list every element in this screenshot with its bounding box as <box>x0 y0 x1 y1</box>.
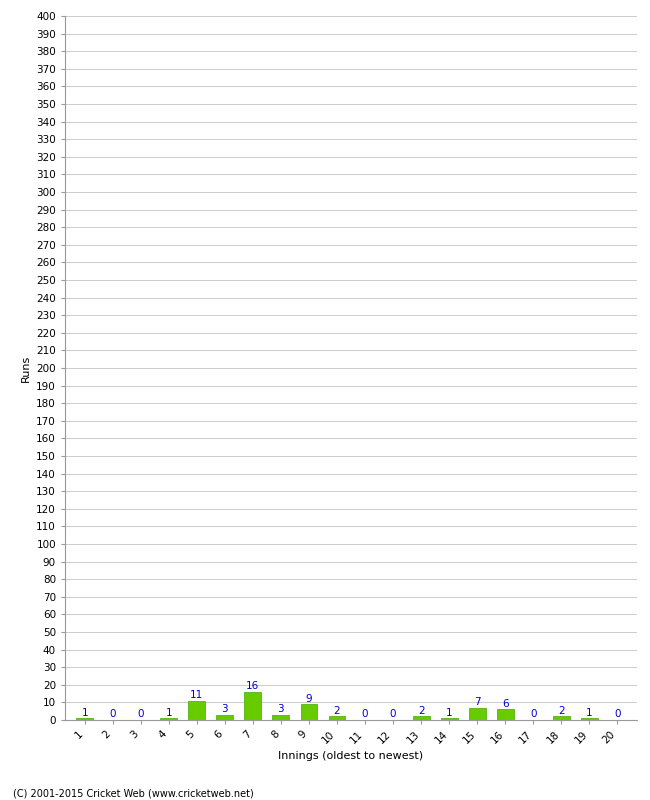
Text: 9: 9 <box>306 694 312 704</box>
Bar <box>469 708 486 720</box>
Text: 11: 11 <box>190 690 203 700</box>
Bar <box>244 692 261 720</box>
Text: 2: 2 <box>558 706 565 716</box>
Bar <box>216 714 233 720</box>
Text: 1: 1 <box>586 708 593 718</box>
Text: 1: 1 <box>446 708 452 718</box>
Bar <box>300 704 317 720</box>
Bar <box>76 718 93 720</box>
Text: 1: 1 <box>166 708 172 718</box>
Bar <box>553 717 569 720</box>
Bar <box>497 710 514 720</box>
Text: 3: 3 <box>222 704 228 714</box>
Bar <box>441 718 458 720</box>
Text: 2: 2 <box>418 706 424 716</box>
Text: 0: 0 <box>137 710 144 719</box>
Bar <box>328 717 345 720</box>
Text: 7: 7 <box>474 697 480 707</box>
Y-axis label: Runs: Runs <box>21 354 31 382</box>
Text: 0: 0 <box>362 710 369 719</box>
Text: 16: 16 <box>246 682 259 691</box>
Text: 0: 0 <box>109 710 116 719</box>
Text: 0: 0 <box>614 710 621 719</box>
Bar <box>413 717 430 720</box>
Bar <box>188 701 205 720</box>
Text: 6: 6 <box>502 699 508 709</box>
Text: 3: 3 <box>278 704 284 714</box>
Text: 2: 2 <box>333 706 341 716</box>
Bar <box>272 714 289 720</box>
Bar <box>161 718 177 720</box>
Text: 0: 0 <box>390 710 396 719</box>
Text: (C) 2001-2015 Cricket Web (www.cricketweb.net): (C) 2001-2015 Cricket Web (www.cricketwe… <box>13 788 254 798</box>
Bar <box>581 718 598 720</box>
Text: 0: 0 <box>530 710 536 719</box>
X-axis label: Innings (oldest to newest): Innings (oldest to newest) <box>278 751 424 761</box>
Text: 1: 1 <box>81 708 88 718</box>
